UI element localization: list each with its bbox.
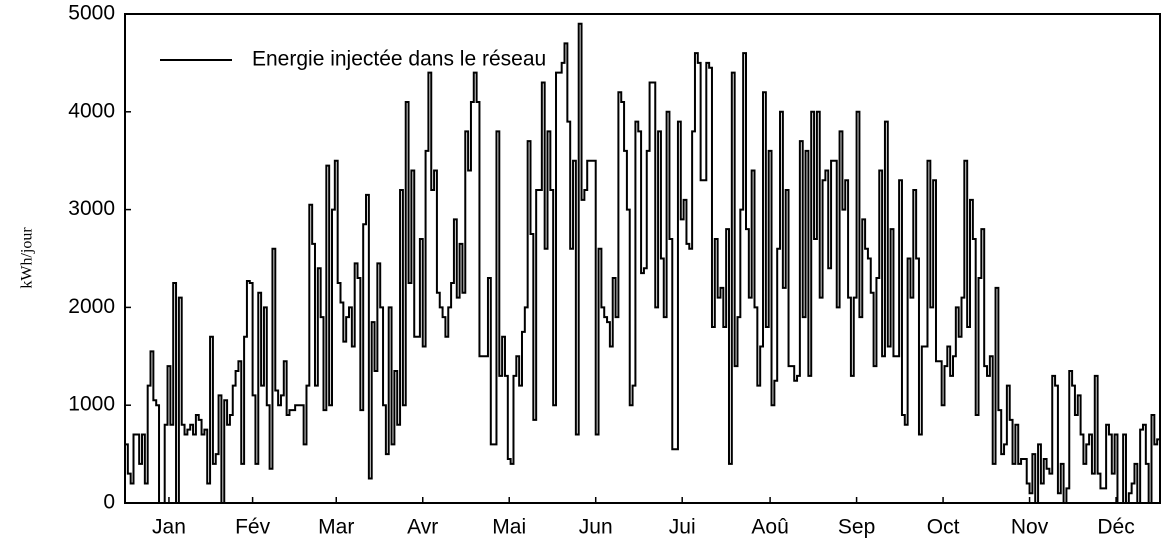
y-tick-label: 0 bbox=[103, 491, 115, 514]
x-tick-label: Nov bbox=[1011, 516, 1049, 539]
y-tick-label: 3000 bbox=[68, 197, 115, 220]
x-tick-label: Déc bbox=[1097, 516, 1134, 539]
series-line bbox=[125, 22, 1160, 504]
x-tick-label: Jan bbox=[152, 516, 186, 539]
x-tick-label: Aoû bbox=[751, 516, 788, 539]
plot-frame bbox=[124, 13, 1161, 504]
y-tick-label: 5000 bbox=[68, 2, 115, 25]
x-tick-label: Mai bbox=[492, 516, 526, 539]
y-tick-label: 2000 bbox=[68, 295, 115, 318]
x-tick-label: Oct bbox=[927, 516, 960, 539]
x-tick-label: Mar bbox=[318, 516, 354, 539]
y-tick-label: 1000 bbox=[68, 393, 115, 416]
x-tick-label: Jun bbox=[579, 516, 613, 539]
x-tick-label: Fév bbox=[235, 516, 271, 539]
x-tick-label: Jui bbox=[669, 516, 696, 539]
x-tick-label: Sep bbox=[838, 516, 875, 539]
y-tick-label: 4000 bbox=[68, 99, 115, 122]
y-axis-label: kWh/jour bbox=[19, 227, 36, 289]
legend-label: Energie injectée dans le réseau bbox=[252, 48, 546, 71]
x-tick-label: Avr bbox=[407, 516, 438, 539]
